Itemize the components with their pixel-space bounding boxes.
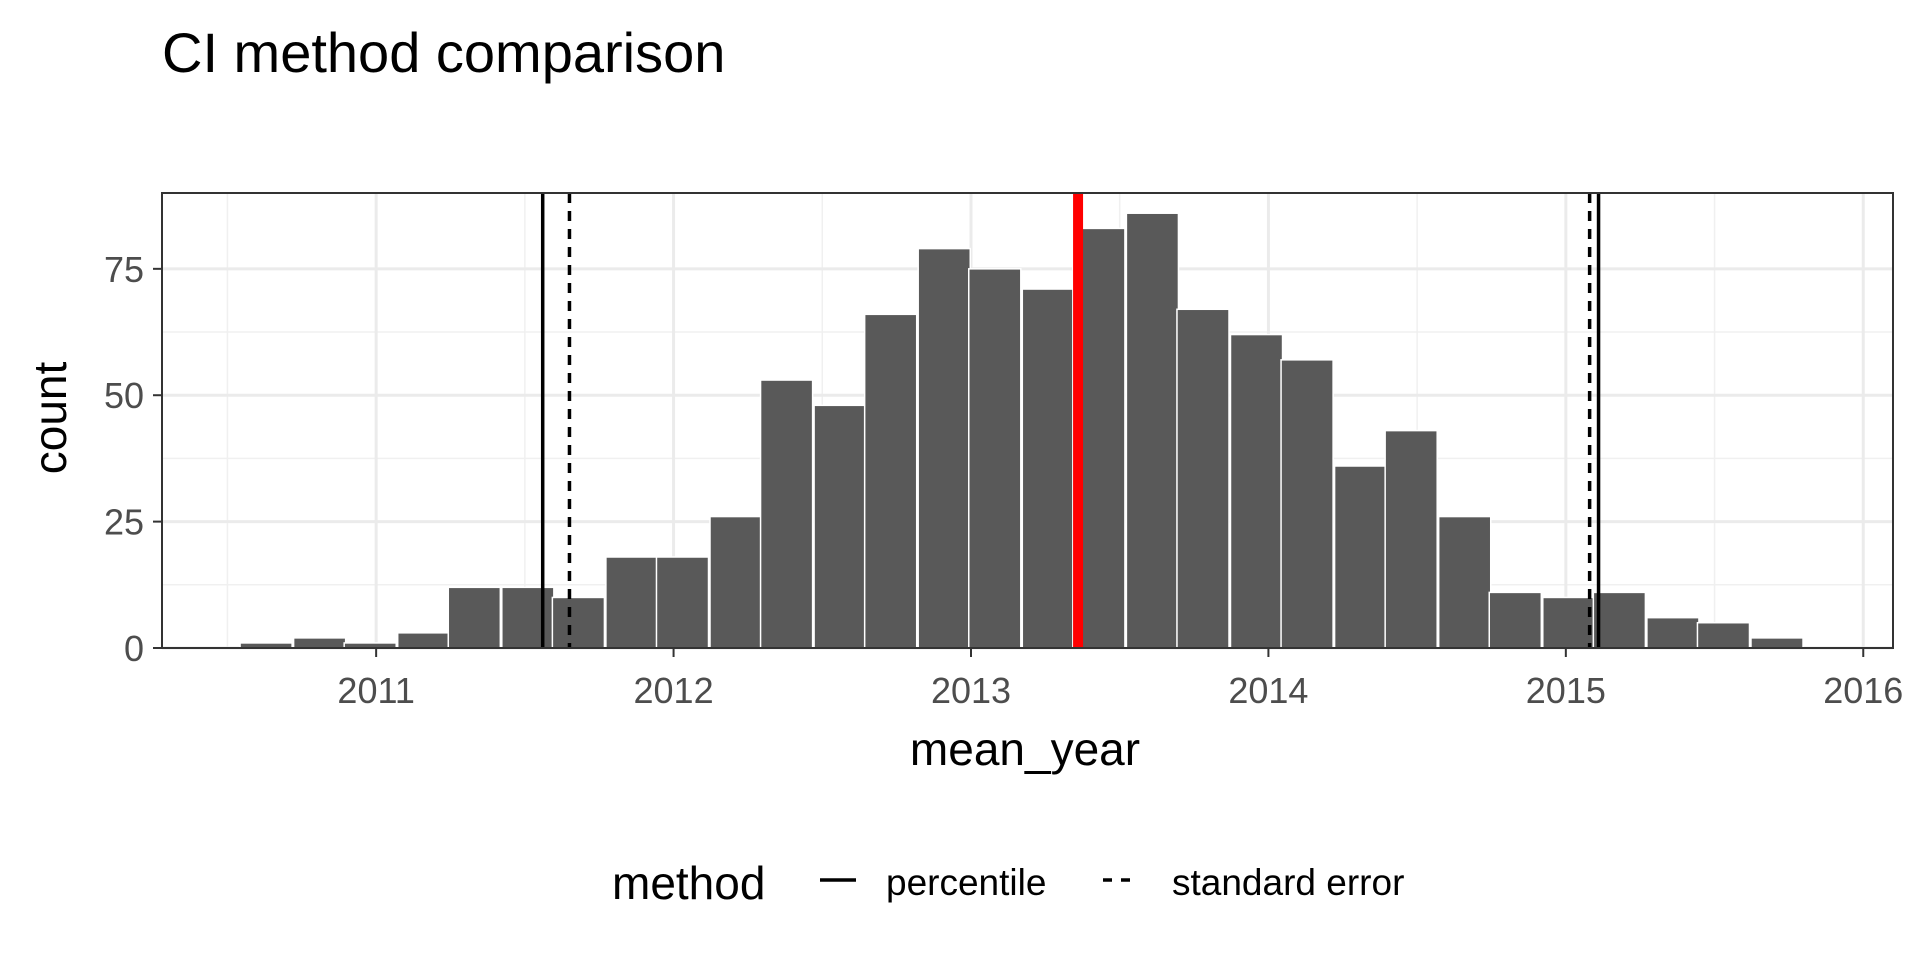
x-tick-label: 2012 [634,670,714,711]
histogram-bar [605,556,659,649]
legend-title: method [612,857,765,909]
histogram-bar [1229,333,1284,649]
histogram-bar [1488,591,1543,649]
x-tick-label: 2013 [931,670,1011,711]
histogram-bar [1696,621,1751,649]
y-tick-label: 50 [104,375,144,416]
histogram-bar [968,268,1022,649]
histogram-bar [1384,429,1438,649]
histogram-bar [1750,637,1804,649]
histogram-bar [1125,212,1180,649]
legend: method percentile standard error [612,857,1404,909]
histogram-bar [863,313,918,649]
y-tick-label: 0 [124,628,144,669]
histogram-bar [1021,288,1076,649]
histogram-bar [1646,616,1700,649]
histogram-bar [1333,465,1388,649]
histogram-bar [813,404,867,649]
histogram-bars [239,212,1804,649]
x-tick-label: 2015 [1526,670,1606,711]
y-tick-label: 75 [104,249,144,290]
reference-lines [540,193,1601,648]
x-axis-ticks: 2011 2012 2013 2014 2015 2016 [337,648,1903,711]
y-tick-label: 25 [104,502,144,543]
histogram-bar [1280,359,1334,649]
x-tick-label: 2014 [1228,670,1308,711]
histogram-bar [709,515,763,649]
histogram-bar [655,556,710,649]
histogram-bar [292,637,347,649]
x-axis-title: mean_year [910,723,1140,775]
histogram-bar [447,586,502,649]
histogram-bar [1542,596,1596,649]
y-axis-ticks: 0 25 50 75 [104,249,162,669]
x-tick-label: 2016 [1823,670,1903,711]
histogram-bar [917,247,971,649]
histogram-bar [1592,591,1647,649]
y-axis-title: count [24,362,76,475]
plot-panel-border [161,192,1894,649]
histogram-bar [501,586,555,649]
histogram-bar [1176,308,1230,649]
legend-label: percentile [886,862,1046,903]
histogram-bar [759,379,814,649]
histogram-bar [1437,515,1492,649]
histogram-bar [551,596,606,649]
histogram-bar [396,632,451,649]
legend-label: standard error [1172,862,1404,903]
chart-title: CI method comparison [162,21,725,84]
x-tick-label: 2011 [337,670,414,711]
